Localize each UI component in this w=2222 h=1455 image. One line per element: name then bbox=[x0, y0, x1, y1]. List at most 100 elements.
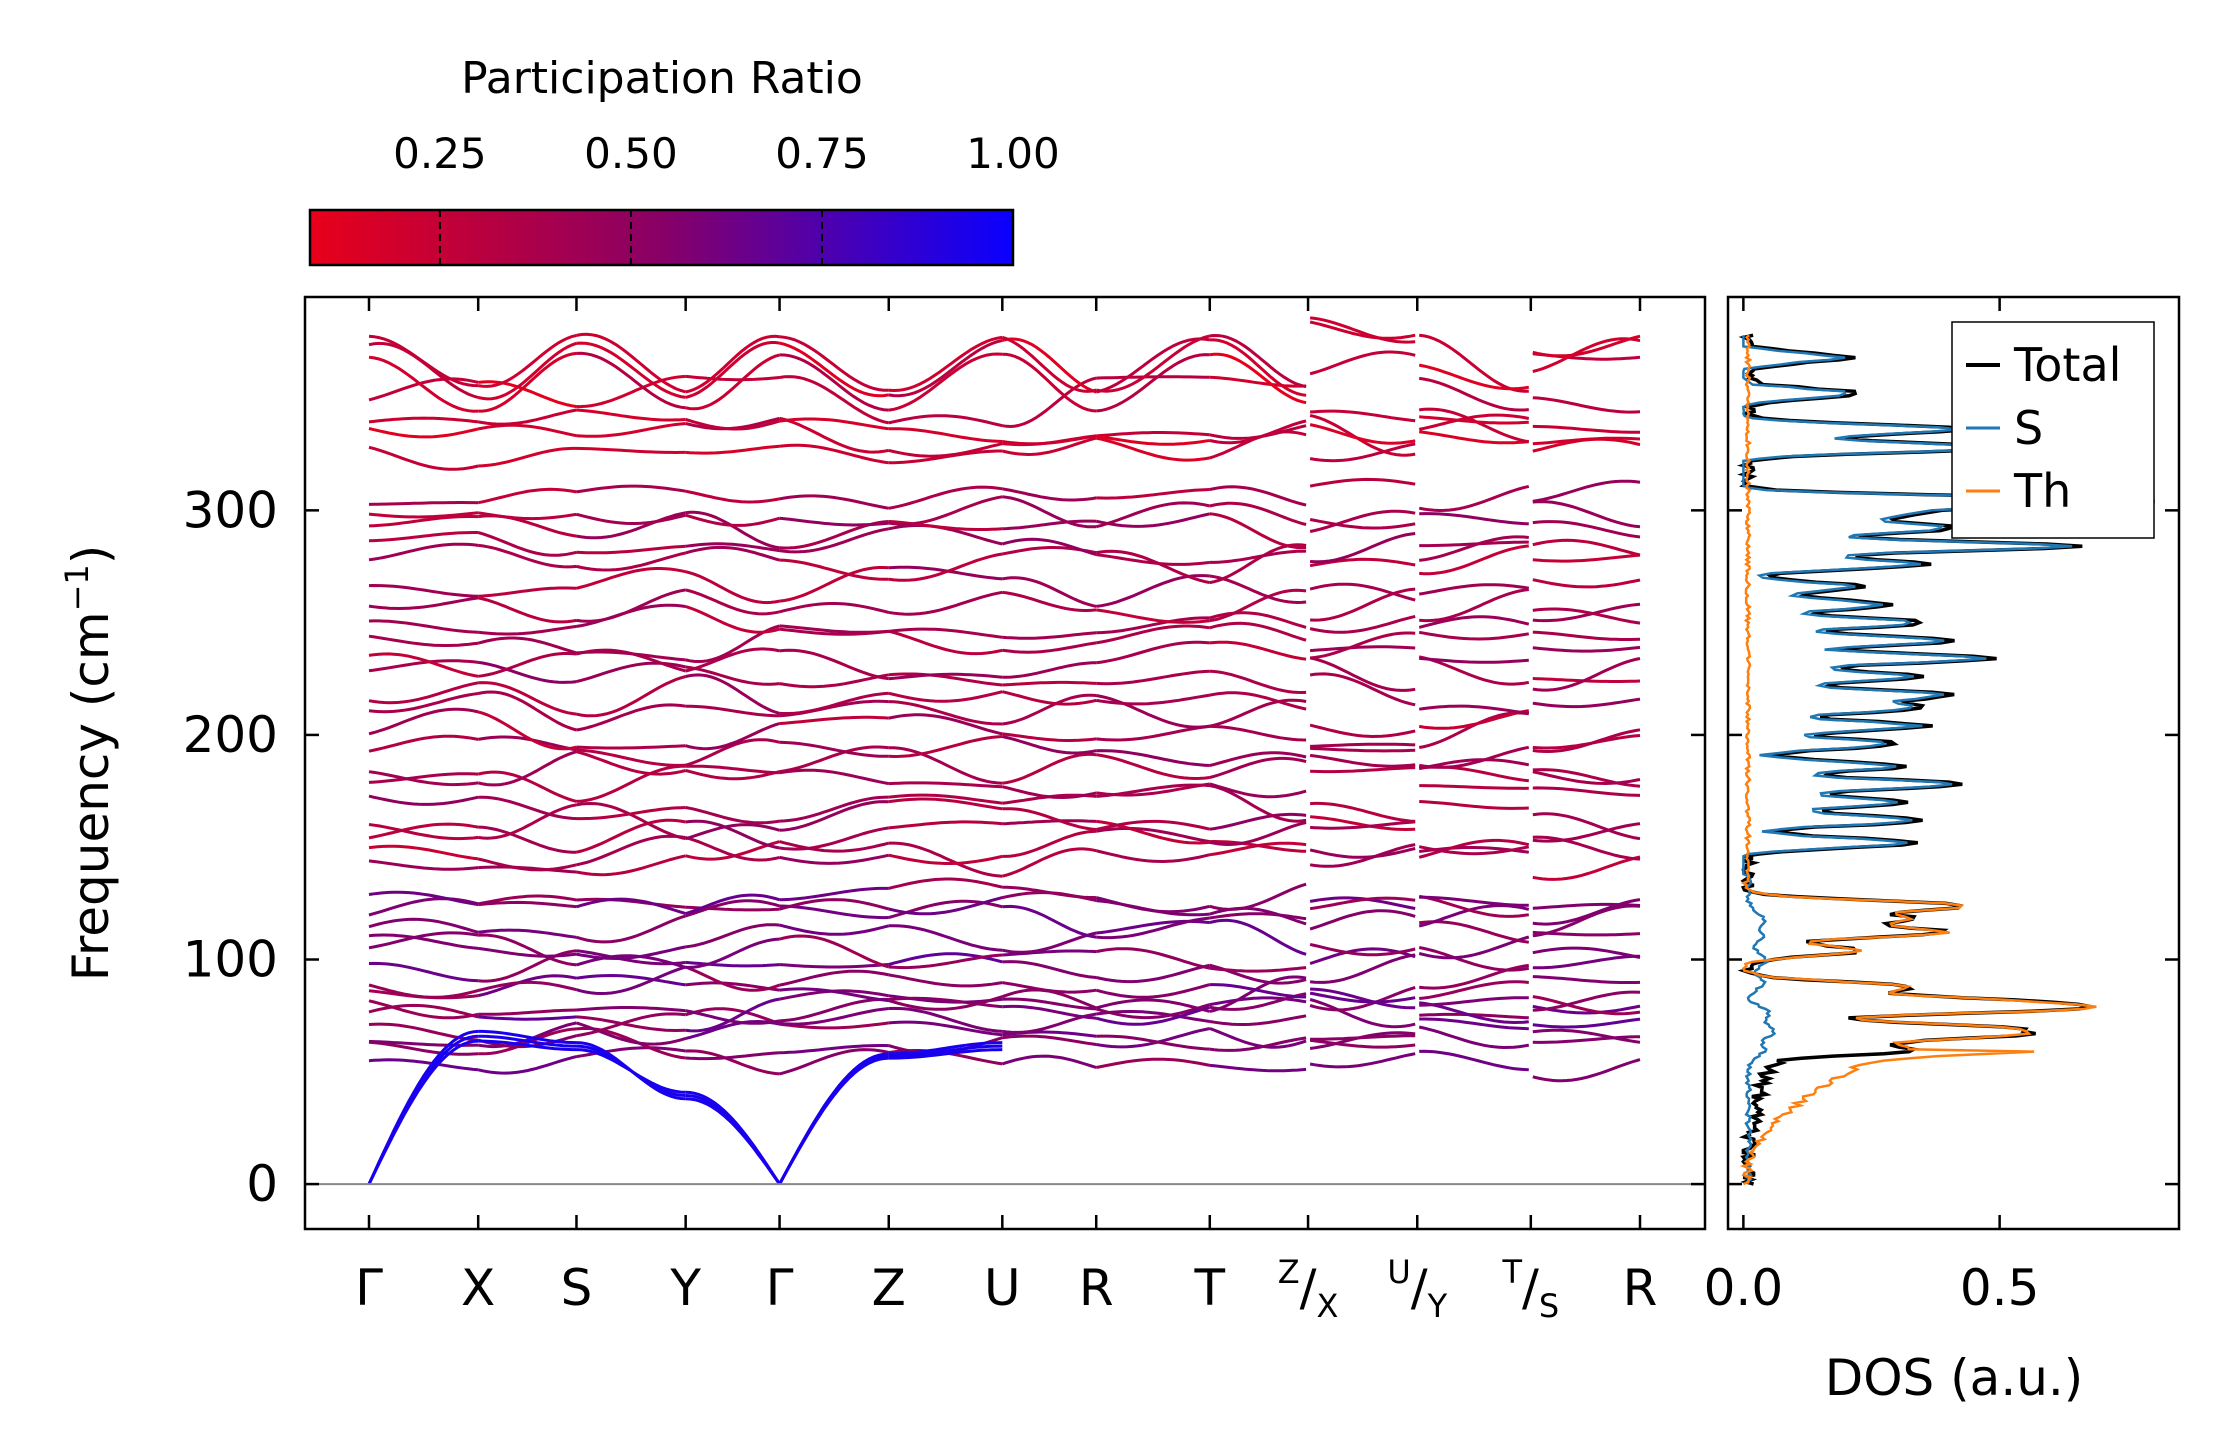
phonon-band-segment bbox=[1002, 487, 1097, 502]
phonon-band-segment bbox=[368, 859, 479, 871]
phonon-band-segment bbox=[1309, 413, 1416, 457]
phonon-band-segment bbox=[1209, 691, 1307, 711]
phonon-band-segment bbox=[1419, 544, 1529, 576]
phonon-band-segment bbox=[478, 652, 577, 678]
phonon-band-segment bbox=[1532, 904, 1641, 938]
phonon-band-segment bbox=[1096, 916, 1210, 940]
phonon-band-segment bbox=[1209, 882, 1307, 911]
phonon-band-segment bbox=[1096, 640, 1210, 665]
phonon-band-segment bbox=[1419, 512, 1529, 526]
phonon-band-segment bbox=[368, 377, 479, 402]
phonon-band-segment bbox=[1002, 693, 1097, 726]
phonon-band-segment bbox=[576, 703, 686, 732]
phonon-band-segment bbox=[1532, 954, 1641, 970]
phonon-band-segment bbox=[779, 745, 889, 774]
phonon-band-segment bbox=[779, 1021, 890, 1030]
phonon-band-segment bbox=[888, 352, 1003, 412]
phonon-band-segment bbox=[368, 355, 479, 413]
phonon-band-segment bbox=[888, 1041, 1003, 1056]
phonon-band-segment bbox=[478, 380, 577, 409]
kpoint-label: T bbox=[1194, 1259, 1226, 1317]
kpoint-label: T/S bbox=[1501, 1253, 1559, 1325]
phonon-band-segment bbox=[1095, 501, 1211, 529]
phonon-band-segment bbox=[685, 489, 780, 504]
phonon-band-segment bbox=[1418, 376, 1529, 412]
phonon-band-segment bbox=[576, 374, 686, 409]
phonon-band-segment bbox=[1418, 1025, 1530, 1050]
phonon-band-segment bbox=[1002, 931, 1097, 954]
phonon-band-segment bbox=[1209, 338, 1307, 397]
phonon-band-segment bbox=[685, 819, 780, 850]
phonon-band-segment bbox=[478, 624, 577, 636]
phonon-band-segment bbox=[779, 934, 890, 969]
phonon-band-segment bbox=[779, 375, 890, 425]
kpoint-label: Z bbox=[872, 1259, 906, 1317]
phonon-band-segment bbox=[1209, 501, 1307, 526]
phonon-band-segment bbox=[1310, 987, 1416, 1010]
phonon-band-segment bbox=[1532, 479, 1641, 503]
phonon-band-segment bbox=[888, 338, 1003, 398]
phonon-band-segment bbox=[1095, 1057, 1211, 1069]
phonon-band-segment bbox=[1002, 732, 1097, 742]
frequency-tick-label: 100 bbox=[183, 931, 278, 989]
phonon-band-segment bbox=[1002, 885, 1097, 900]
phonon-band-segment bbox=[1532, 538, 1641, 557]
phonon-band-segment bbox=[1095, 896, 1211, 914]
phonon-band-segment bbox=[685, 513, 781, 527]
phonon-band-segment bbox=[685, 334, 780, 394]
phonon-band-segment bbox=[576, 511, 687, 540]
phonon-band-segment bbox=[477, 857, 577, 872]
phonon-band-segment bbox=[1209, 333, 1307, 389]
phonon-band-segment bbox=[1418, 946, 1530, 972]
phonon-band-segment bbox=[576, 332, 687, 394]
phonon-band-segment bbox=[1418, 709, 1530, 730]
phonon-band-segment bbox=[779, 416, 890, 454]
phonon-band-segment bbox=[1418, 413, 1530, 431]
phonon-band-segment bbox=[1418, 711, 1529, 749]
frequency-axis-label: Frequency (cm−1) bbox=[58, 545, 120, 982]
phonon-band-segment bbox=[1096, 1034, 1210, 1051]
phonon-band-segment bbox=[1002, 680, 1097, 687]
phonon-band-segment bbox=[888, 485, 1003, 510]
phonon-band-segment bbox=[576, 834, 686, 867]
phonon-band-segment bbox=[1419, 1049, 1529, 1072]
frequency-axis-ticks: 0 100 200 300 bbox=[183, 481, 1705, 1213]
phonon-band-segment bbox=[1309, 477, 1416, 488]
phonon-band-segment bbox=[576, 588, 686, 623]
phonon-band-segment bbox=[1532, 1035, 1641, 1044]
dos-axis-ticks: 0.0 0.5 bbox=[1704, 297, 2179, 1317]
phonon-band-segment bbox=[1419, 895, 1529, 907]
dos-tick-label: 0.5 bbox=[1960, 1259, 2040, 1317]
phonon-band-segment bbox=[1309, 442, 1416, 463]
phonon-band-segment bbox=[368, 890, 479, 907]
phonon-band-segment bbox=[1309, 942, 1416, 957]
phonon-band-segment bbox=[888, 735, 1003, 759]
phonon-band-segment bbox=[779, 997, 889, 1023]
phonon-band-segment bbox=[1309, 672, 1416, 707]
phonon-band-segment bbox=[368, 1003, 479, 1019]
phonon-band-segment bbox=[576, 544, 686, 555]
phonon-band-segment bbox=[1309, 909, 1416, 931]
phonon-band-segment bbox=[576, 1048, 686, 1094]
phonon-band-segment bbox=[1095, 963, 1211, 984]
phonon-band-segment bbox=[477, 974, 577, 998]
kpoint-label: Γ bbox=[355, 1259, 383, 1317]
phonon-band-segment bbox=[1532, 520, 1641, 539]
phonon-band-segment bbox=[1209, 588, 1307, 623]
phonon-band-segment bbox=[576, 1012, 686, 1038]
phonon-band-segment bbox=[368, 692, 479, 714]
phonon-band-segment bbox=[1310, 820, 1416, 830]
phonon-band-segment bbox=[477, 690, 577, 732]
phonon-band-segment bbox=[478, 1027, 577, 1056]
phonon-band-segment bbox=[1209, 821, 1307, 847]
band-axes-frame bbox=[303, 295, 1707, 1231]
phonon-band-segment bbox=[478, 946, 577, 958]
phonon-band-segment bbox=[1532, 630, 1641, 641]
legend-frame bbox=[1951, 321, 2155, 539]
phonon-band-segment bbox=[1002, 1034, 1097, 1046]
phonon-band-segment bbox=[1418, 484, 1530, 513]
phonon-band-segment bbox=[685, 1051, 780, 1061]
phonon-band-segment bbox=[478, 351, 577, 413]
phonon-band-segment bbox=[368, 511, 479, 519]
phonon-band-segment bbox=[1309, 614, 1416, 634]
